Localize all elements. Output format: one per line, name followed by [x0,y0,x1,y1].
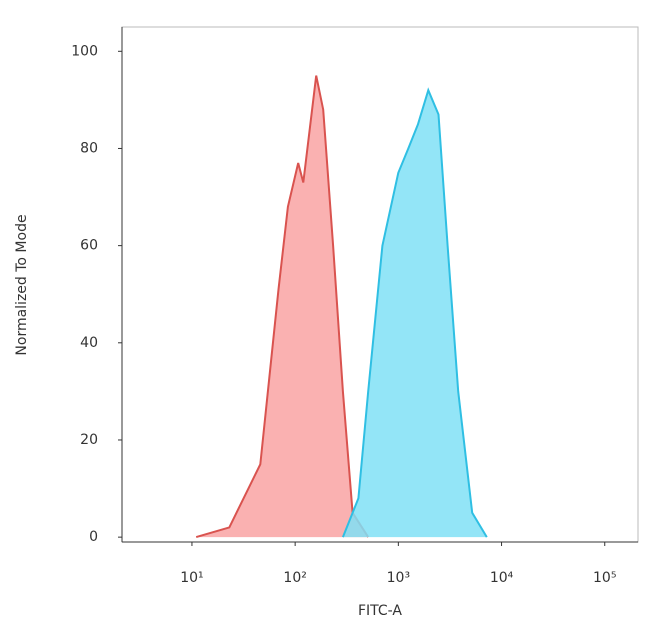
y-tick-label: 100 [71,43,98,59]
x-tick-label: 10⁴ [490,570,514,586]
y-axis-label: Normalized To Mode [14,214,30,355]
x-tick-label: 10¹ [180,570,203,586]
x-tick-label: 10² [283,570,306,586]
area-line [195,75,370,539]
area-line [341,87,488,538]
y-tick-label: 60 [80,238,98,254]
x-tick-label: 10⁵ [593,570,616,586]
area-fill [196,75,369,538]
area-fill [342,90,487,538]
y-tick-label: 20 [80,432,98,448]
x-tick-label: 10³ [387,570,410,586]
y-tick-label: 0 [89,529,98,545]
y-tick-label: 40 [80,335,98,351]
y-tick-label: 80 [80,140,98,156]
x-axis-label: FITC-A [358,603,402,619]
